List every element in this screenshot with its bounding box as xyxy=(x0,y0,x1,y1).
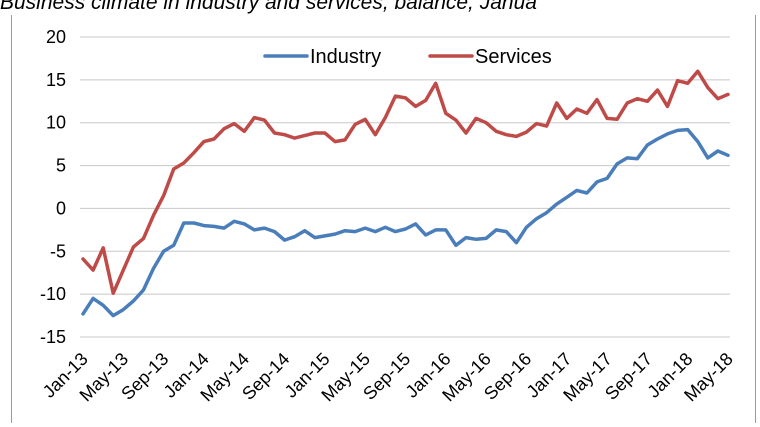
gridlines xyxy=(80,36,730,338)
series-lines xyxy=(81,69,730,318)
y-tick-label: -15 xyxy=(40,327,66,347)
series-line-industry xyxy=(81,127,730,318)
chart-frame xyxy=(11,15,756,423)
y-tick-label: 20 xyxy=(46,27,66,47)
y-tick-label: 5 xyxy=(56,156,66,176)
y-tick-label: 10 xyxy=(46,113,66,133)
y-tick-label: 0 xyxy=(56,198,66,218)
y-tick-label: -5 xyxy=(50,241,66,261)
y-tick-label: 15 xyxy=(46,70,66,90)
series-line-services xyxy=(81,69,730,296)
legend-label-services: Services xyxy=(475,46,552,68)
legend-label-industry: Industry xyxy=(310,46,381,68)
x-axis-ticks: Jan-13May-13Sep-13Jan-14May-14Sep-14Jan-… xyxy=(39,349,737,406)
y-tick-label: -10 xyxy=(40,284,66,304)
y-axis-ticks: -15 -10 -5 0 5 10 15 20 xyxy=(40,27,66,347)
chart-title: Business climate in industry and service… xyxy=(0,0,537,14)
legend: Industry Services xyxy=(263,46,552,68)
